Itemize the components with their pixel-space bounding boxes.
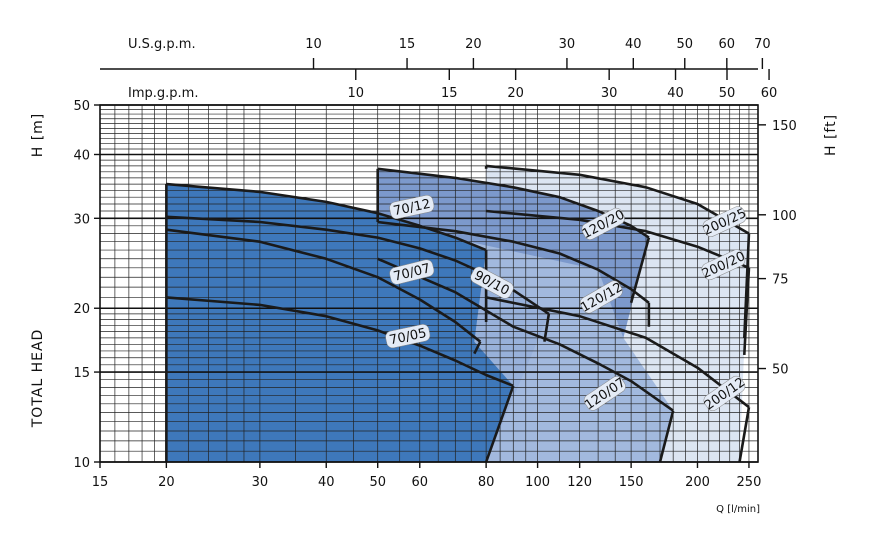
y-tick-label: 40 <box>73 148 90 163</box>
y-tick-label: 20 <box>73 302 90 317</box>
pump-curves <box>165 164 751 463</box>
curve-120-20 <box>377 167 650 239</box>
y-tick-label: 30 <box>73 212 90 227</box>
x-tick-label: 15 <box>92 475 109 490</box>
us-tick-label: 15 <box>399 37 416 52</box>
us-tick-label: 10 <box>305 37 322 52</box>
curve-200-20 <box>485 209 750 270</box>
y-right-tick-label: 100 <box>772 209 797 224</box>
y-tick-label: 15 <box>73 366 90 381</box>
imp-tick-label: 60 <box>761 86 778 101</box>
curve-label-bg <box>703 375 746 411</box>
boundary-90-end <box>543 313 551 342</box>
region-70-family <box>166 184 514 462</box>
us-tick-label: 60 <box>719 37 736 52</box>
y-axis-right-label: H [ft] <box>823 114 839 156</box>
imp-tick-label: 50 <box>719 86 736 101</box>
curve-70-07 <box>166 228 482 343</box>
curve-label-70-12: 70/12 <box>389 194 435 220</box>
boundary-70-07-end <box>473 341 482 355</box>
boundary-200-20-end <box>742 267 751 356</box>
curve-label-bg <box>583 376 626 411</box>
x-tick-label: 120 <box>567 475 592 490</box>
plot-border <box>99 104 759 463</box>
curve-label-bg <box>389 194 435 220</box>
x-tick-label: 150 <box>619 475 644 490</box>
curve-120-07 <box>377 257 674 412</box>
curve-label-bg <box>385 324 431 349</box>
curve-label-bg <box>581 207 625 240</box>
boundary-120-07-end <box>658 410 675 463</box>
x-tick-label: 40 <box>318 475 335 490</box>
x-tick-label: 20 <box>158 475 175 490</box>
curve-label-bg <box>701 249 746 280</box>
curve-label-70-05: 70/05 <box>385 324 431 349</box>
curve-label-bg <box>470 266 514 299</box>
y-axis-left-label: H [m] <box>30 113 46 158</box>
x-tick-label: 60 <box>411 475 428 490</box>
x-tick-label: 200 <box>685 475 710 490</box>
curve-label-bg <box>702 206 747 237</box>
y-right-tick-label: 75 <box>772 273 789 288</box>
x-tick-label: 80 <box>478 475 495 490</box>
top-axis-imp-label: Imp.g.p.m. <box>128 86 198 101</box>
us-tick-label: 70 <box>754 37 771 52</box>
imp-tick-label: 15 <box>441 86 458 101</box>
us-tick-label: 40 <box>625 37 642 52</box>
us-tick-label: 50 <box>676 37 693 52</box>
top-axis-us-label: U.S.g.p.m. <box>128 37 196 52</box>
x-tick-label: 50 <box>369 475 386 490</box>
curve-120-12 <box>377 220 650 304</box>
x-tick-label: 30 <box>252 475 269 490</box>
imp-tick-label: 30 <box>601 86 618 101</box>
boundary-120-20-end <box>629 237 651 304</box>
curve-label-bg <box>389 259 435 285</box>
y-right-tick-label: 50 <box>772 363 789 378</box>
us-tick-label: 20 <box>465 37 482 52</box>
us-tick-label: 30 <box>559 37 576 52</box>
boundary-70-05-end <box>484 385 515 463</box>
curve-200-12 <box>485 296 750 409</box>
y-right-tick-label: 150 <box>772 119 797 134</box>
y-axis-left-title: TOTAL HEAD <box>30 329 46 429</box>
plot-frame <box>99 104 759 463</box>
boundary-200-12-end <box>738 407 751 463</box>
imp-tick-label: 40 <box>667 86 684 101</box>
y-tick-label: 50 <box>73 99 90 114</box>
x-tick-label: 100 <box>525 475 550 490</box>
imp-tick-label: 10 <box>347 86 364 101</box>
x-axis-label: Q [l/min] <box>716 504 760 515</box>
curve-200-25 <box>485 164 750 235</box>
y-tick-label: 10 <box>73 456 90 471</box>
x-tick-label: 250 <box>737 475 762 490</box>
axes: 15 20 30 40 50 60 80 100 120 150 200 25010152030405… <box>73 37 796 490</box>
imp-tick-label: 20 <box>507 86 524 101</box>
curve-label-bg <box>579 280 623 314</box>
